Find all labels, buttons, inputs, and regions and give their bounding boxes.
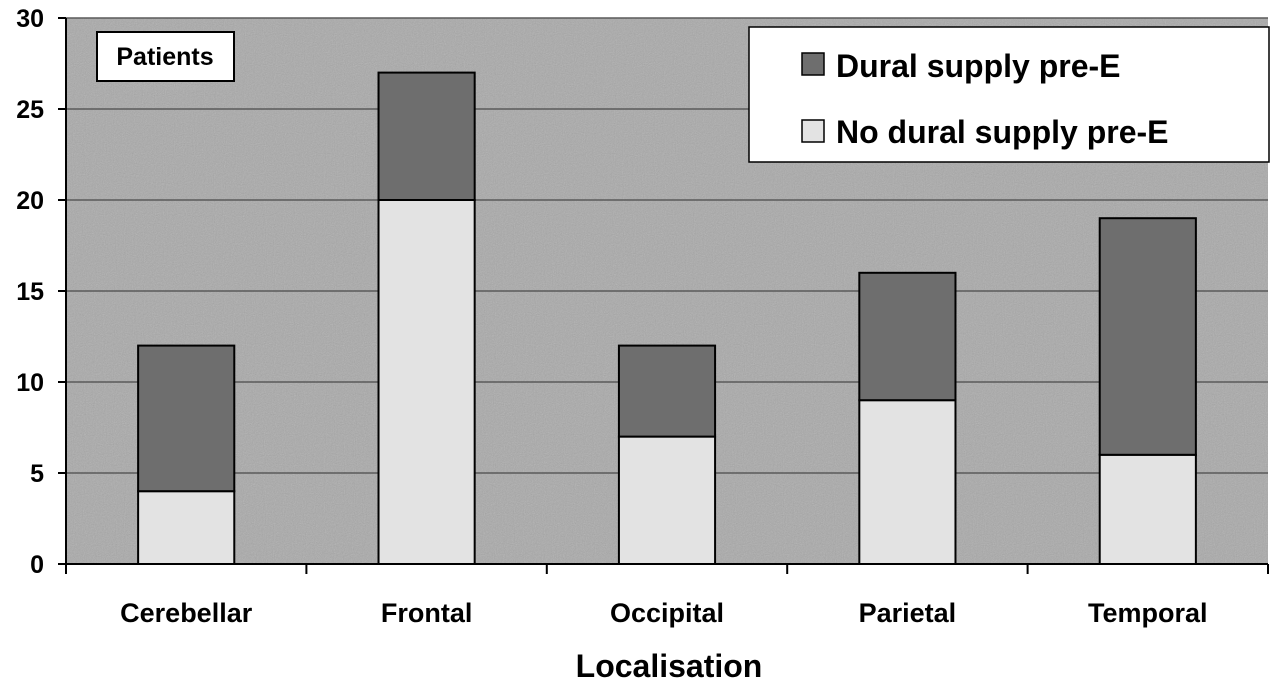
x-tick-label: Occipital bbox=[610, 598, 724, 628]
bar-segment-cerebellar-no-dural bbox=[137, 490, 236, 566]
y-tick-label: 30 bbox=[16, 5, 44, 33]
y-tick-label: 10 bbox=[16, 369, 44, 397]
bars bbox=[137, 71, 1197, 566]
bar-segment-frontal-no-dural bbox=[377, 199, 476, 565]
y-tick-label: 25 bbox=[16, 96, 44, 124]
x-tick-label: Cerebellar bbox=[120, 598, 253, 628]
legend-label-no-dural: No dural supply pre-E bbox=[836, 114, 1168, 150]
y-axis-label-box: Patients bbox=[96, 31, 235, 82]
y-axis-label: Patients bbox=[116, 43, 213, 71]
x-tick-label: Parietal bbox=[859, 598, 957, 628]
bar-segment-temporal-no-dural bbox=[1098, 453, 1197, 565]
legend-swatch-dural bbox=[801, 52, 825, 76]
y-tick-label: 20 bbox=[16, 187, 44, 215]
legend-label-dural: Dural supply pre-E bbox=[836, 48, 1121, 84]
x-tick-labels: Cerebellar Frontal Occipital Parietal Tempor… bbox=[120, 598, 1207, 628]
x-tick-label: Frontal bbox=[381, 598, 473, 628]
legend-swatch-no-dural bbox=[801, 119, 825, 143]
y-tick-label: 0 bbox=[30, 551, 44, 579]
legend: Dural supply pre-E No dural supply pre-E bbox=[748, 26, 1270, 163]
bar-segment-cerebellar-dural bbox=[137, 344, 236, 493]
bar-segment-parietal-dural bbox=[858, 271, 957, 402]
bar-segment-occipital-dural bbox=[617, 344, 717, 438]
y-tick-label: 15 bbox=[16, 278, 44, 306]
x-axis-title: Localisation bbox=[576, 648, 763, 684]
bar-segment-temporal-dural bbox=[1098, 217, 1197, 456]
y-tick-label: 5 bbox=[30, 460, 44, 488]
bar-segment-occipital-no-dural bbox=[617, 435, 717, 566]
bar-segment-parietal-no-dural bbox=[858, 399, 957, 566]
bar-segment-frontal-dural bbox=[377, 71, 476, 201]
x-tick-label: Temporal bbox=[1088, 598, 1208, 628]
y-tick-labels: 0 5 10 15 20 25 30 bbox=[16, 5, 44, 579]
